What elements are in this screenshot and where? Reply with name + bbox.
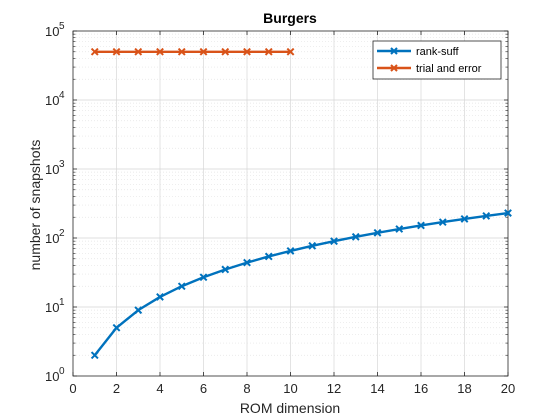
legend-label: rank-suff <box>416 46 460 58</box>
axis-ticks <box>72 30 509 377</box>
data-point <box>221 265 230 274</box>
x-tick-label: 6 <box>200 381 207 396</box>
data-point <box>330 237 338 246</box>
y-tick-base: 10 <box>45 231 59 246</box>
data-point <box>438 218 447 227</box>
series-line <box>93 211 509 356</box>
series-1 <box>90 47 295 56</box>
y-tick-label: 10 0 <box>45 366 65 384</box>
y-tick-base: 10 <box>45 93 59 108</box>
data-point <box>308 241 317 250</box>
y-tick-base: 10 <box>45 369 59 384</box>
data-point <box>177 282 186 291</box>
legend-entry: rank-suff <box>377 46 460 58</box>
data-point <box>90 351 99 360</box>
x-tick-label: 18 <box>457 381 471 396</box>
series-0 <box>90 209 512 360</box>
y-tick-exponent: 0 <box>59 366 65 377</box>
x-tick-label: 14 <box>370 381 384 396</box>
data-point <box>264 252 273 261</box>
legend-label: trial and error <box>416 63 482 75</box>
y-tick-exponent: 5 <box>59 21 65 32</box>
data-point <box>199 273 208 282</box>
legend-box <box>372 40 502 80</box>
y-tick-exponent: 4 <box>59 90 65 101</box>
y-tick-label: 10 4 <box>45 90 65 108</box>
data-point <box>112 323 121 332</box>
y-tick-base: 10 <box>45 300 59 315</box>
y-tick-base: 10 <box>45 162 59 177</box>
legend: rank-suff trial and error <box>372 40 502 80</box>
y-tick-label: 10 3 <box>45 159 65 177</box>
data-point <box>199 47 208 56</box>
data-point <box>156 293 164 301</box>
data-point <box>286 247 295 255</box>
data-point <box>156 47 164 56</box>
data-point <box>395 225 404 233</box>
data-point <box>373 228 382 237</box>
data-point <box>504 209 512 217</box>
y-axis-label: number of snapshots <box>27 140 43 271</box>
x-tick-label: 2 <box>113 381 120 396</box>
data-point <box>460 215 469 223</box>
chart-title: Burgers <box>263 10 317 26</box>
data-point <box>134 47 143 56</box>
y-tick-label: 10 2 <box>45 228 65 246</box>
grid <box>73 31 508 376</box>
legend-entry: trial and error <box>377 63 482 75</box>
y-tick-label: 10 5 <box>45 21 65 39</box>
data-point <box>243 47 251 56</box>
data-point <box>417 221 425 230</box>
y-tick-base: 10 <box>45 24 59 39</box>
y-tick-exponent: 2 <box>59 228 65 239</box>
x-tick-label: 0 <box>69 381 76 396</box>
x-tick-labels: 0 2 4 6 8 10 12 14 16 18 20 <box>69 381 515 396</box>
series <box>90 47 512 360</box>
y-tick-label: 10 1 <box>45 297 65 315</box>
x-axis-label: ROM dimension <box>240 400 340 416</box>
x-tick-label: 20 <box>501 381 515 396</box>
data-point <box>177 47 186 56</box>
y-tick-exponent: 3 <box>59 159 65 170</box>
data-point <box>264 47 273 56</box>
data-point <box>286 47 295 56</box>
data-point <box>221 47 230 56</box>
data-point <box>482 212 491 220</box>
x-tick-label: 12 <box>327 381 341 396</box>
data-point <box>112 47 121 56</box>
y-tick-exponent: 1 <box>59 297 65 308</box>
data-point <box>90 47 99 56</box>
x-tick-label: 10 <box>283 381 297 396</box>
x-tick-label: 16 <box>414 381 428 396</box>
x-tick-label: 8 <box>243 381 250 396</box>
data-point <box>351 232 360 241</box>
data-point <box>243 258 251 267</box>
x-tick-label: 4 <box>156 381 163 396</box>
data-point <box>134 306 143 315</box>
